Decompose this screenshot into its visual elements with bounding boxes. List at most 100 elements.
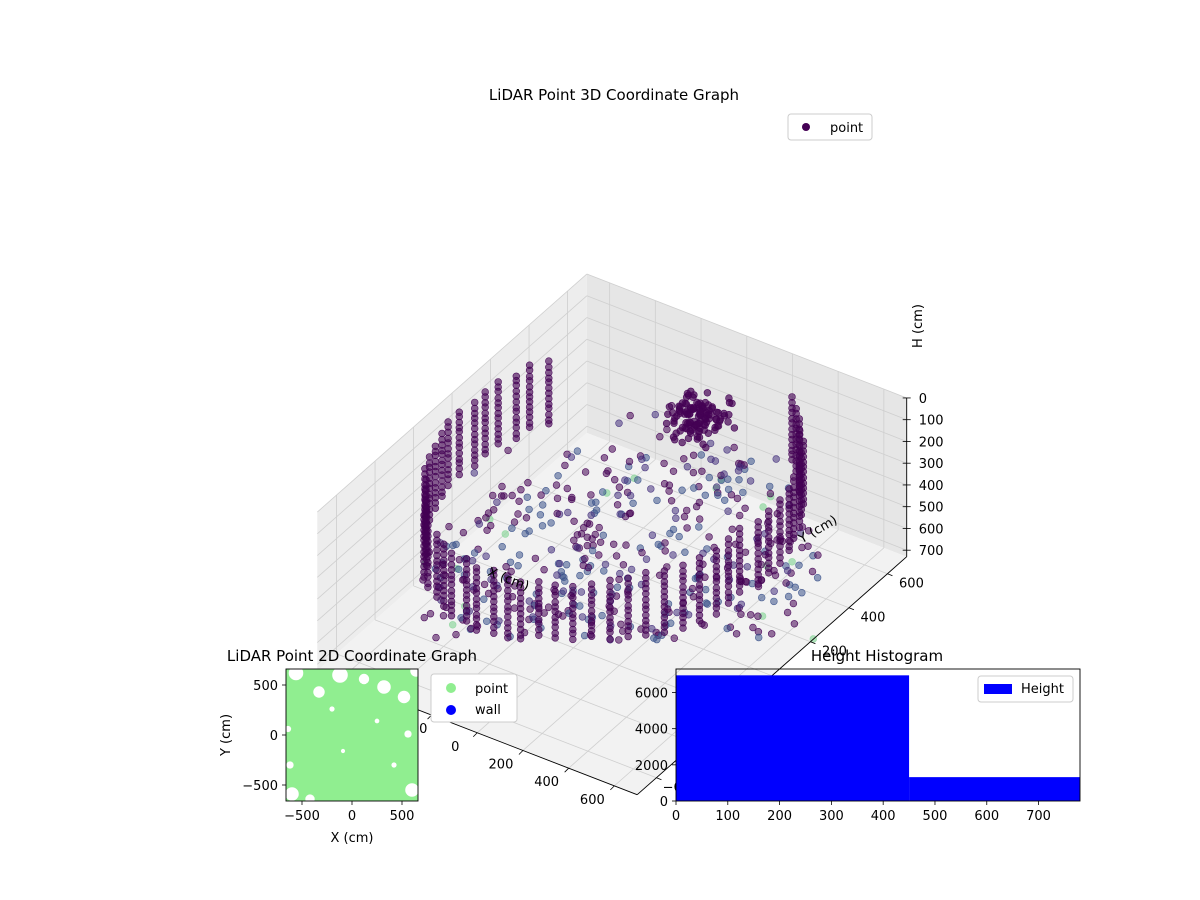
data-point — [440, 560, 448, 569]
data-point — [698, 467, 706, 475]
data-point — [595, 523, 603, 532]
coverage-gap — [404, 730, 412, 738]
data-point — [741, 504, 749, 512]
data-point — [615, 636, 623, 644]
data-point — [728, 525, 736, 533]
chart-histogram: Height Histogram 0 100 200 300 400 500 600 7000… — [635, 647, 1081, 824]
x-tick-label: 300 — [819, 809, 844, 824]
grid-line — [317, 339, 588, 578]
data-point — [754, 612, 762, 620]
data-point — [735, 463, 744, 471]
data-point — [660, 628, 669, 636]
data-point — [795, 561, 803, 569]
data-point — [723, 446, 731, 454]
data-point — [587, 600, 596, 609]
grid-line — [317, 360, 588, 600]
data-point — [583, 541, 591, 550]
point-fill — [286, 669, 418, 801]
data-point — [455, 565, 463, 573]
data-point — [482, 552, 490, 560]
x-tick — [518, 750, 524, 755]
data-point — [561, 577, 569, 585]
data-point — [551, 591, 559, 600]
legend-marker-point — [802, 123, 810, 131]
data-point — [678, 423, 687, 432]
chart-2d-title: LiDAR Point 2D Coordinate Graph — [227, 647, 477, 665]
legend-label-point: point — [830, 121, 863, 136]
data-point — [665, 481, 674, 489]
data-point — [747, 457, 755, 465]
data-point — [508, 491, 516, 500]
data-point — [776, 522, 784, 530]
data-point — [470, 469, 478, 477]
data-point — [547, 546, 556, 554]
data-point — [604, 467, 612, 475]
data-point — [444, 428, 452, 436]
y-tick-label: 4000 — [635, 723, 668, 738]
histogram-title: Height Histogram — [811, 647, 943, 665]
data-point — [690, 484, 698, 492]
data-point — [714, 491, 722, 499]
data-point — [538, 501, 547, 509]
data-point — [670, 634, 678, 642]
data-point — [681, 399, 689, 408]
data-point — [517, 486, 525, 494]
data-point — [606, 618, 614, 626]
data-point — [638, 455, 646, 463]
data-point — [567, 495, 576, 504]
data-point — [525, 366, 534, 374]
data-point — [789, 599, 798, 608]
data-point — [547, 519, 555, 527]
data-point — [570, 536, 578, 544]
data-point — [676, 409, 684, 417]
data-point — [545, 357, 553, 365]
data-point — [746, 611, 755, 619]
coverage-gap — [405, 783, 418, 797]
data-point — [626, 411, 634, 420]
data-point — [472, 626, 481, 634]
data-point — [697, 451, 705, 459]
data-point — [573, 447, 582, 455]
data-point — [712, 483, 721, 491]
data-point — [551, 581, 559, 589]
coverage-gap — [410, 669, 418, 677]
data-point — [653, 496, 661, 505]
data-point — [749, 623, 757, 632]
data-point — [754, 543, 762, 551]
data-point — [553, 509, 561, 518]
data-point — [536, 511, 545, 519]
grid-line — [317, 317, 588, 556]
data-point — [814, 551, 822, 559]
data-point — [617, 620, 625, 628]
data-point — [494, 387, 502, 396]
y-tick-label: 2000 — [635, 759, 668, 774]
data-point — [455, 427, 463, 436]
data-point — [714, 409, 722, 417]
data-point — [764, 527, 773, 535]
data-point — [525, 505, 533, 514]
data-point — [735, 588, 744, 596]
data-point — [587, 491, 595, 499]
data-point — [723, 624, 731, 633]
data-point — [596, 538, 605, 546]
data-point — [689, 468, 698, 477]
data-point — [754, 580, 762, 588]
histogram-frame — [675, 668, 1081, 802]
data-point — [696, 408, 704, 416]
data-point — [733, 494, 742, 503]
data-point — [504, 597, 512, 605]
data-point — [506, 558, 515, 566]
data-point — [598, 611, 606, 620]
data-point — [732, 630, 741, 638]
data-point — [693, 433, 701, 441]
data-point — [711, 457, 720, 465]
data-point — [725, 399, 734, 407]
data-point — [634, 476, 642, 484]
data-point — [424, 573, 432, 581]
data-point — [648, 624, 656, 633]
x-tick — [610, 785, 615, 791]
grid-line — [586, 360, 907, 486]
data-point — [672, 514, 680, 522]
data-point — [613, 501, 622, 509]
data-point — [693, 420, 701, 429]
